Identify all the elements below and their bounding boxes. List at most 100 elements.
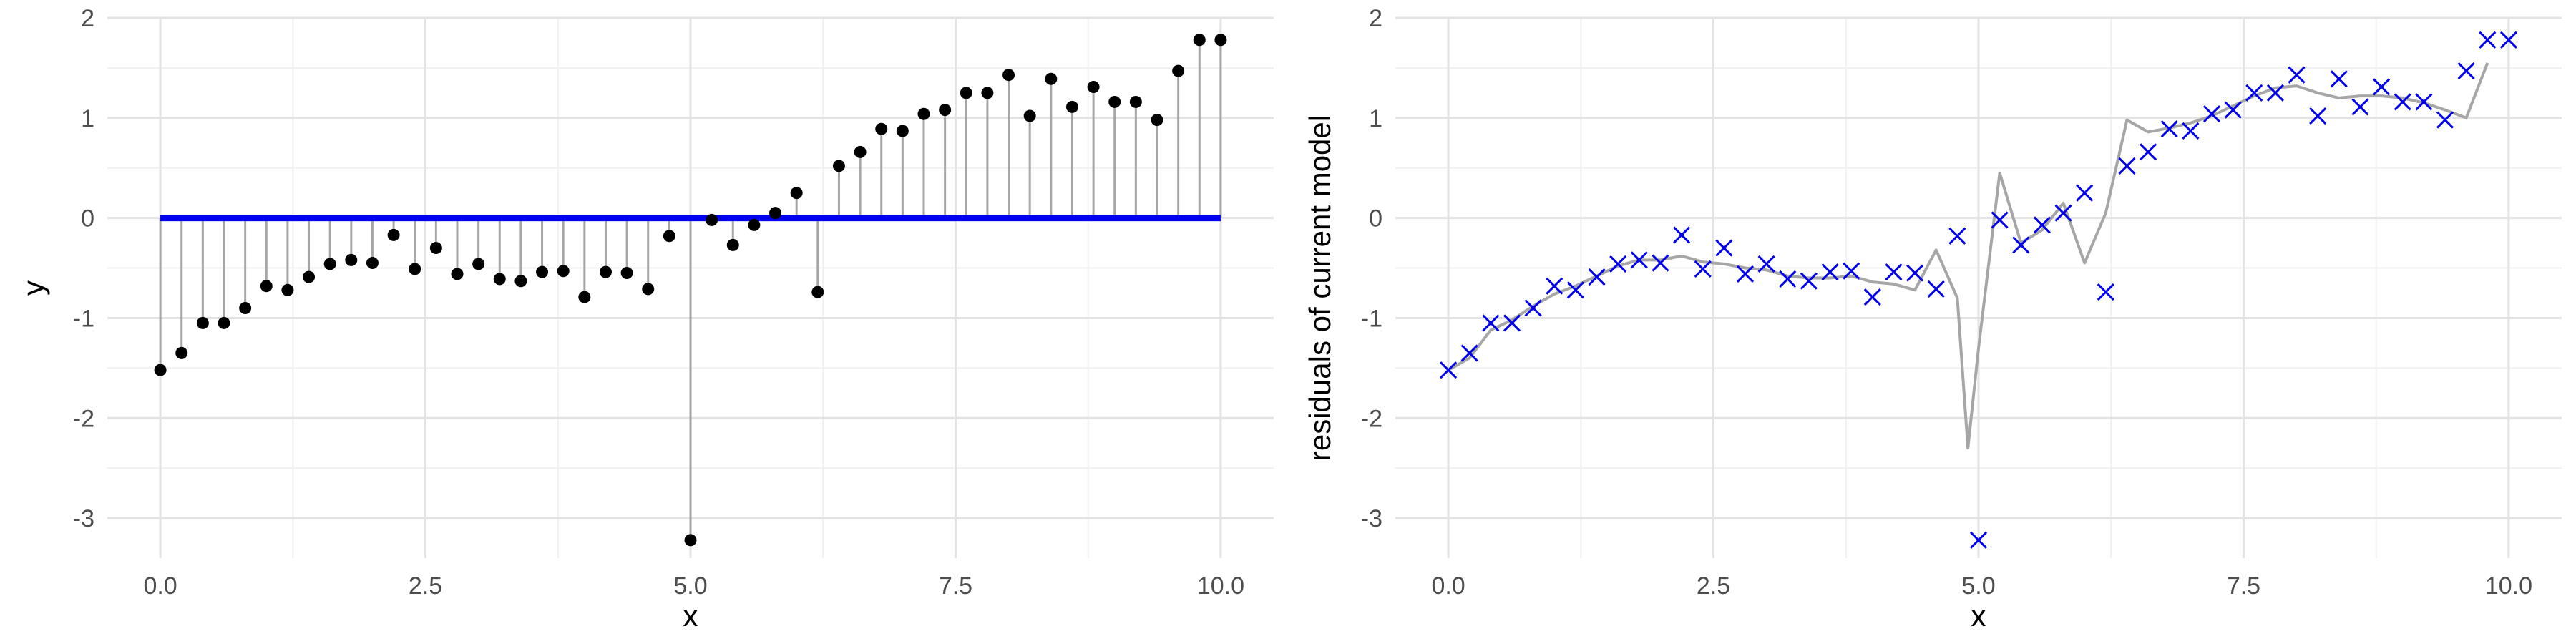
residual-point (1991, 211, 2009, 229)
chart1-x-tick-label: 0.0 (143, 572, 177, 600)
residual-point (1779, 270, 1797, 288)
data-point (960, 87, 972, 99)
chart1-x-tick-label: 5.0 (673, 572, 707, 600)
data-point (917, 107, 930, 120)
residual-point (2033, 216, 2051, 234)
data-point (218, 316, 230, 329)
residual-point (1503, 314, 1521, 332)
data-point (726, 238, 739, 251)
data-point (832, 160, 845, 172)
chart2-x-tick-label: 10.0 (2485, 572, 2532, 600)
data-point (1193, 34, 1206, 47)
residual-point (2202, 105, 2221, 123)
data-point (663, 230, 675, 243)
residual-point (2436, 111, 2454, 129)
residual-point (2288, 66, 2306, 84)
chart1-x-axis-title: x (683, 599, 698, 633)
data-point (557, 265, 570, 278)
data-point (1214, 34, 1227, 47)
residual-point (1969, 531, 1988, 549)
data-point (409, 263, 421, 275)
chart2-x-tick-label: 5.0 (1961, 572, 1995, 600)
chart2-y-tick-label: 1 (1369, 105, 1382, 132)
residual-point (1885, 263, 1903, 281)
data-point (303, 270, 316, 283)
data-point (175, 346, 188, 359)
residual-point (2479, 31, 2497, 49)
residual-point (2415, 93, 2433, 111)
residual-point (1800, 272, 1818, 290)
residual-point (1757, 255, 1775, 273)
data-point (429, 242, 442, 255)
data-point (260, 280, 273, 293)
data-point (684, 534, 697, 547)
data-point (854, 145, 867, 158)
data-point (1065, 100, 1078, 113)
chart1-y-tick-label: 1 (81, 105, 94, 132)
residual-point (1948, 227, 1966, 245)
residual-point (1843, 262, 1860, 280)
data-point (493, 273, 506, 286)
chart2-y-tick-label: -1 (1361, 305, 1382, 332)
chart2-x-tick-label: 2.5 (1697, 572, 1730, 600)
residual-point (2160, 120, 2178, 138)
data-point (811, 286, 824, 298)
chart2-x-tick-label: 0.0 (1431, 572, 1465, 600)
residual-point (1694, 260, 1712, 278)
data-point (366, 257, 379, 270)
residual-point (1906, 264, 1924, 282)
data-point (387, 228, 400, 241)
residual-point (1821, 263, 1839, 281)
residual-point (2351, 98, 2369, 116)
data-point (1045, 72, 1058, 85)
residual-point (1863, 288, 1881, 306)
chart2-y-tick-label: 2 (1369, 5, 1382, 32)
data-point (748, 218, 761, 231)
residual-point (1673, 226, 1691, 244)
residual-point (2394, 93, 2411, 111)
data-point (281, 283, 294, 296)
chart2-y-tick-label: 0 (1369, 205, 1382, 233)
data-point (1023, 109, 1036, 122)
data-point (154, 364, 167, 376)
residual-point (2309, 107, 2327, 125)
data-point (578, 291, 591, 303)
residual-point (1482, 314, 1500, 332)
data-point (620, 267, 633, 280)
residual-point (2182, 122, 2200, 140)
residual-point (2245, 84, 2263, 102)
residual-point (2373, 78, 2391, 96)
chart2-y-tick-label: -3 (1361, 505, 1382, 532)
residual-point (1588, 268, 1606, 286)
data-point (1002, 69, 1015, 82)
data-point (599, 265, 612, 278)
data-point (196, 316, 209, 329)
data-point (939, 104, 952, 117)
data-point (1087, 80, 1100, 93)
residual-point (2266, 84, 2284, 102)
data-point (323, 258, 336, 270)
chart1-y-tick-label: -1 (73, 305, 94, 332)
data-point (896, 125, 909, 137)
residual-point (2076, 184, 2094, 202)
residual-point (1460, 344, 1478, 362)
residual-point (1546, 277, 1563, 295)
residual-point (2457, 62, 2475, 80)
residual-point (1652, 254, 1669, 272)
data-point (875, 122, 888, 135)
data-point (1129, 95, 1142, 108)
chart1-x-tick-label: 2.5 (409, 572, 442, 600)
data-point (514, 275, 527, 288)
smooth-fit-line (1448, 62, 2489, 450)
data-point (472, 258, 485, 270)
residual-point (2499, 31, 2517, 49)
data-point (1172, 64, 1185, 77)
data-point (706, 213, 718, 226)
data-point (345, 253, 358, 266)
chart1-y-axis-title: y (16, 280, 50, 296)
chart1-y-tick-label: -2 (73, 405, 94, 432)
residual-point (2140, 143, 2157, 161)
data-point (536, 265, 549, 278)
residual-point (2224, 101, 2242, 119)
